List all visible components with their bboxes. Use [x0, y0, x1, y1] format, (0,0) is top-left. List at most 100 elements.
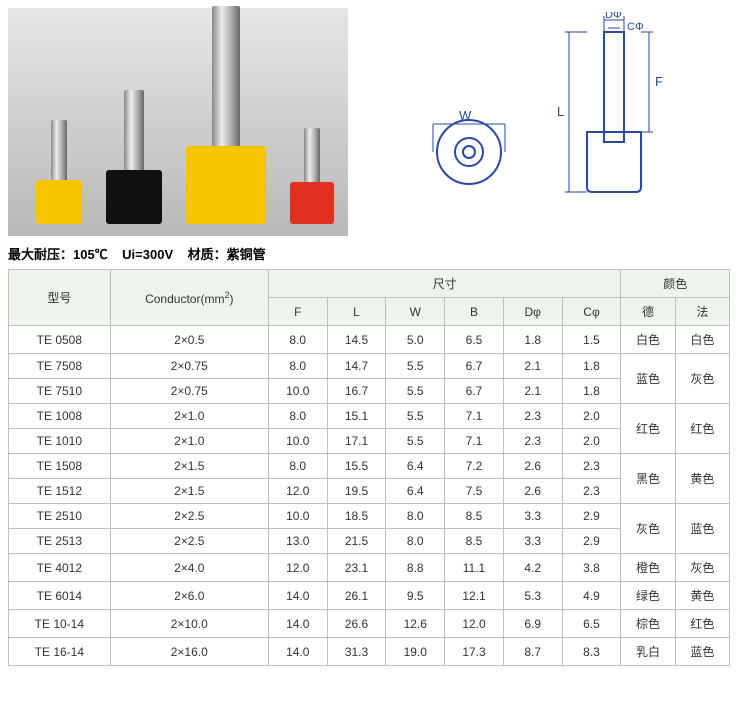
cell-L: 15.1 [327, 404, 386, 429]
cell-F: 8.0 [268, 404, 327, 429]
cell-conductor: 2×10.0 [110, 610, 268, 638]
cell-F: 8.0 [268, 326, 327, 354]
cell-Dphi: 2.3 [503, 404, 562, 429]
cell-conductor: 2×6.0 [110, 582, 268, 610]
cell-model: TE 6014 [9, 582, 111, 610]
cell-conductor: 2×1.5 [110, 454, 268, 479]
cell-Dphi: 3.3 [503, 504, 562, 529]
cell-model: TE 1508 [9, 454, 111, 479]
cell-L: 14.5 [327, 326, 386, 354]
cell-W: 8.0 [386, 529, 445, 554]
cell-W: 5.5 [386, 404, 445, 429]
cell-Cphi: 4.9 [562, 582, 621, 610]
cell-Cphi: 2.9 [562, 529, 621, 554]
cell-F: 13.0 [268, 529, 327, 554]
cell-L: 15.5 [327, 454, 386, 479]
cell-conductor: 2×0.5 [110, 326, 268, 354]
th-conductor: Conductor(mm2) [110, 270, 268, 326]
terminal-yellow-small [36, 120, 82, 224]
cell-F: 10.0 [268, 429, 327, 454]
cell-L: 31.3 [327, 638, 386, 666]
cell-Dphi: 5.3 [503, 582, 562, 610]
cell-B: 6.7 [445, 354, 504, 379]
cell-B: 7.2 [445, 454, 504, 479]
cell-Cphi: 2.3 [562, 454, 621, 479]
th-color: 颜色 [621, 270, 730, 298]
cell-W: 8.0 [386, 504, 445, 529]
cell-Cphi: 1.8 [562, 379, 621, 404]
th-L: L [327, 298, 386, 326]
cell-color-de: 白色 [621, 326, 675, 354]
cell-Cphi: 2.0 [562, 404, 621, 429]
table-row: TE 60142×6.014.026.19.512.15.34.9绿色黄色 [9, 582, 730, 610]
table-row: TE 16-142×16.014.031.319.017.38.78.3乳白蓝色 [9, 638, 730, 666]
cell-color-fa: 灰色 [675, 354, 729, 404]
cell-Dphi: 6.9 [503, 610, 562, 638]
cell-color-fa: 黄色 [675, 454, 729, 504]
th-F: F [268, 298, 327, 326]
cell-W: 12.6 [386, 610, 445, 638]
th-W: W [386, 298, 445, 326]
cell-color-de: 乳白 [621, 638, 675, 666]
cell-conductor: 2×2.5 [110, 529, 268, 554]
cell-color-fa: 灰色 [675, 554, 729, 582]
cell-model: TE 16-14 [9, 638, 111, 666]
cell-color-de: 橙色 [621, 554, 675, 582]
cell-Cphi: 2.3 [562, 479, 621, 504]
cell-L: 21.5 [327, 529, 386, 554]
cell-conductor: 2×0.75 [110, 354, 268, 379]
cell-F: 12.0 [268, 479, 327, 504]
cell-L: 17.1 [327, 429, 386, 454]
th-Dphi: Dφ [503, 298, 562, 326]
cell-Dphi: 2.1 [503, 354, 562, 379]
cell-color-de: 红色 [621, 404, 675, 454]
cell-Dphi: 2.6 [503, 479, 562, 504]
cell-L: 18.5 [327, 504, 386, 529]
cell-Dphi: 3.3 [503, 529, 562, 554]
cell-model: TE 4012 [9, 554, 111, 582]
cell-W: 8.8 [386, 554, 445, 582]
cell-Dphi: 1.8 [503, 326, 562, 354]
cell-Cphi: 3.8 [562, 554, 621, 582]
top-section: W L F DΦ CΦ [8, 8, 730, 236]
cell-L: 14.7 [327, 354, 386, 379]
cell-conductor: 2×1.5 [110, 479, 268, 504]
cell-W: 6.4 [386, 454, 445, 479]
cell-color-de: 棕色 [621, 610, 675, 638]
cell-color-de: 灰色 [621, 504, 675, 554]
cell-model: TE 7510 [9, 379, 111, 404]
table-row: TE 40122×4.012.023.18.811.14.23.8橙色灰色 [9, 554, 730, 582]
cell-F: 8.0 [268, 454, 327, 479]
cell-W: 5.0 [386, 326, 445, 354]
cell-model: TE 1008 [9, 404, 111, 429]
cell-F: 10.0 [268, 379, 327, 404]
cell-B: 7.1 [445, 429, 504, 454]
cell-L: 23.1 [327, 554, 386, 582]
cell-F: 12.0 [268, 554, 327, 582]
cell-Cphi: 8.3 [562, 638, 621, 666]
table-row: TE 15082×1.58.015.56.47.22.62.3黑色黄色 [9, 454, 730, 479]
cell-B: 12.1 [445, 582, 504, 610]
terminal-black [106, 90, 162, 224]
cell-Dphi: 8.7 [503, 638, 562, 666]
th-B: B [445, 298, 504, 326]
diagram-label-W: W [459, 108, 472, 123]
cell-color-fa: 红色 [675, 610, 729, 638]
cell-W: 9.5 [386, 582, 445, 610]
cell-Cphi: 6.5 [562, 610, 621, 638]
th-fa: 法 [675, 298, 729, 326]
th-de: 德 [621, 298, 675, 326]
cell-W: 6.4 [386, 479, 445, 504]
cell-B: 6.7 [445, 379, 504, 404]
cell-color-fa: 蓝色 [675, 638, 729, 666]
cell-model: TE 7508 [9, 354, 111, 379]
cell-color-de: 绿色 [621, 582, 675, 610]
diagram-label-Dphi: DΦ [605, 12, 622, 21]
cell-F: 14.0 [268, 638, 327, 666]
cell-model: TE 1010 [9, 429, 111, 454]
dimension-diagram: W L F DΦ CΦ [388, 8, 730, 236]
cell-B: 12.0 [445, 610, 504, 638]
cell-B: 6.5 [445, 326, 504, 354]
cell-L: 26.6 [327, 610, 386, 638]
cell-F: 10.0 [268, 504, 327, 529]
